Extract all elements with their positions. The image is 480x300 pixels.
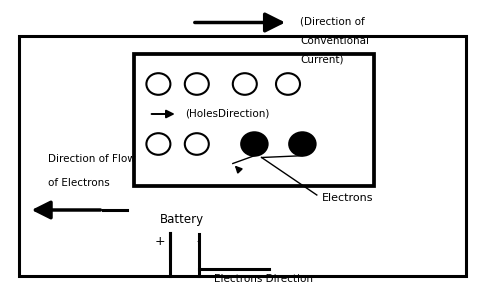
Ellipse shape [146,133,170,155]
Text: (HolesDirection): (HolesDirection) [185,109,269,119]
Text: Direction of Flow: Direction of Flow [48,154,136,164]
Ellipse shape [146,73,170,95]
Text: -: - [197,235,201,248]
Ellipse shape [185,133,209,155]
Text: Electrons Direction: Electrons Direction [215,274,313,284]
Ellipse shape [185,73,209,95]
Text: (Direction of: (Direction of [300,16,365,26]
Text: Current): Current) [300,55,344,65]
Text: +: + [155,235,166,248]
Text: of Electrons: of Electrons [48,178,110,188]
Bar [19,36,466,276]
Text: Conventional: Conventional [300,35,369,46]
Ellipse shape [289,132,316,156]
Bar [134,54,374,186]
Text: Electrons: Electrons [322,193,373,203]
Ellipse shape [241,132,268,156]
Ellipse shape [276,73,300,95]
Ellipse shape [233,73,257,95]
Text: Battery: Battery [160,212,204,226]
